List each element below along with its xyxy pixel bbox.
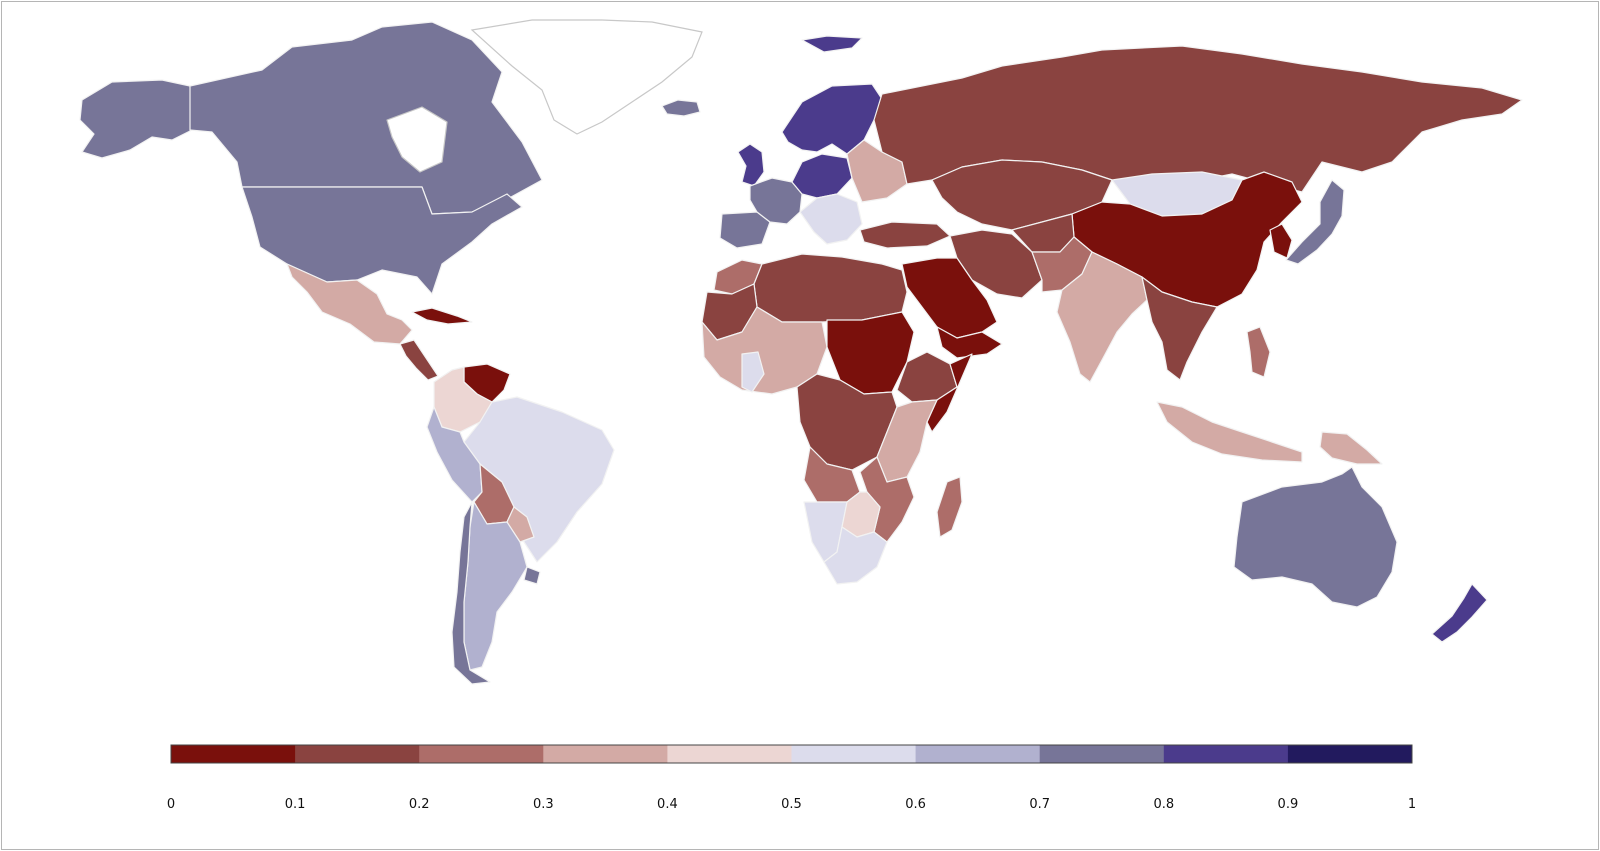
- region-central-europe: [791, 153, 853, 199]
- region-madagascar: [936, 476, 963, 538]
- region-japan: [1285, 179, 1345, 265]
- region-australia: [1233, 466, 1398, 608]
- region-united-kingdom: [737, 143, 765, 187]
- region-north-africa: [753, 253, 908, 323]
- region-mexico: [286, 263, 413, 345]
- region-cuba: [411, 307, 473, 325]
- region-yemen: [936, 326, 1003, 359]
- colorbar-tick-label: 0.5: [781, 797, 802, 812]
- colorbar-swatch: [295, 745, 420, 763]
- region-chile: [451, 501, 491, 685]
- colorbar-tick-label: 0.6: [905, 797, 926, 812]
- colorbar-swatches: [171, 745, 1413, 763]
- colorbar-swatch: [419, 745, 544, 763]
- colorbar-tick-label: 0: [167, 797, 175, 812]
- colorbar-ticks: 0 0.1 0.2 0.3 0.4 0.5 0.6 0.7 0.8 0.9 1: [167, 797, 1416, 812]
- colorbar-tick-label: 0.2: [409, 797, 430, 812]
- region-ghana: [741, 351, 765, 393]
- colorbar-swatch: [1163, 745, 1289, 763]
- colorbar-swatch: [915, 745, 1041, 763]
- region-united-states: [241, 186, 523, 295]
- region-papua-new-guinea: [1319, 431, 1383, 465]
- region-philippines: [1246, 326, 1271, 378]
- colorbar: 0 0.1 0.2 0.3 0.4 0.5 0.6 0.7 0.8 0.9 1: [167, 744, 1416, 812]
- colorbar-tick-label: 1: [1408, 797, 1416, 812]
- region-central-america: [399, 339, 439, 381]
- region-canada: [189, 21, 543, 215]
- colorbar-swatch: [667, 745, 792, 763]
- country-layer: [79, 19, 1523, 685]
- colorbar-tick-label: 0.3: [533, 797, 554, 812]
- colorbar-swatch: [1287, 745, 1413, 763]
- region-sudan: [826, 311, 915, 395]
- colorbar-swatch: [171, 745, 296, 763]
- region-indonesia: [1156, 401, 1303, 463]
- colorbar-tick-label: 0.1: [285, 797, 306, 812]
- region-korea: [1269, 223, 1293, 259]
- region-iceland: [661, 99, 701, 117]
- region-turkey: [859, 221, 951, 249]
- colorbar-tick-label: 0.7: [1029, 797, 1050, 812]
- region-saudi-arabia: [901, 257, 998, 339]
- colorbar-swatch: [791, 745, 917, 763]
- colorbar-swatch: [543, 745, 668, 763]
- region-southeast-asia: [1141, 276, 1218, 381]
- region-uruguay: [523, 566, 541, 585]
- region-somalia: [926, 353, 973, 433]
- colorbar-border: [170, 744, 1413, 764]
- region-new-zealand: [1431, 583, 1488, 643]
- region-west-africa: [701, 306, 828, 395]
- colorbar-tick-label: 0.9: [1278, 797, 1299, 812]
- region-balkans: [799, 193, 863, 245]
- colorbar-tick-label: 0.4: [657, 797, 678, 812]
- hudson-bay: [386, 106, 448, 173]
- region-south-africa: [823, 526, 888, 585]
- region-western-europe: [749, 177, 803, 225]
- colorbar-swatch: [1039, 745, 1165, 763]
- region-india: [1056, 251, 1148, 383]
- region-iberia: [719, 211, 771, 249]
- region-alaska: [79, 79, 193, 159]
- region-svalbard: [801, 35, 863, 53]
- region-greenland: [470, 19, 703, 135]
- colorbar-tick-label: 0.8: [1153, 797, 1174, 812]
